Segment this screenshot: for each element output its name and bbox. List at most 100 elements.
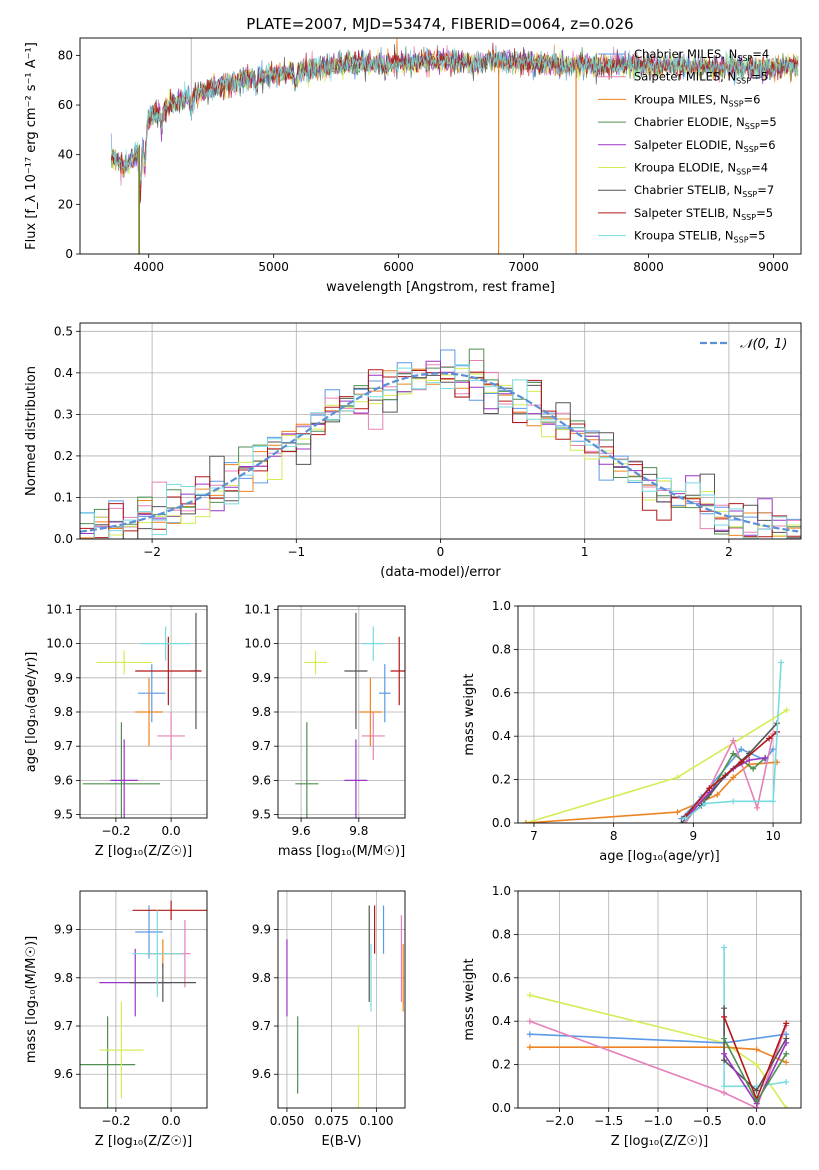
series-marker-kroupa_elodie	[783, 1105, 790, 1108]
y-tick-label: 1.0	[492, 599, 511, 613]
series-lines	[526, 944, 790, 1108]
series-marker-kroupa_miles	[674, 809, 681, 816]
y-tick-label: 9.6	[54, 1067, 73, 1081]
y-tick-label: 9.8	[54, 705, 73, 719]
age-vs-metallicity-panel: −0.2 0.0 9.5 9.6 9.7 9.8 9.9 10.0 10.1 Z [log₁₀(Z…	[24, 602, 208, 859]
legend-label-salpeter_stelib: Salpeter STELIB, NSSP=5	[634, 206, 773, 222]
series-marker-kroupa_elodie	[526, 992, 533, 999]
y-axis-label: mass weight	[462, 673, 477, 755]
legend-label-chabrier_miles: Chabrier MILES, NSSP=4	[634, 47, 769, 63]
massweight-vs-metallicity-panel: −2.0 −1.5 −1.0 −0.5 0.0 0.0 0.2 0.4 0.6 0.8 1.0 Z […	[462, 884, 802, 1149]
point-chabrier_miles	[379, 664, 391, 723]
y-tick-label: 0.0	[54, 532, 73, 546]
grid	[278, 606, 405, 818]
y-tick-label: 9.8	[252, 971, 271, 985]
x-tick-label: 0.050	[270, 1114, 304, 1128]
mass-vs-ebv-panel: 0.050 0.075 0.100 9.6 9.7 9.8 9.9 E(B-V)	[252, 890, 406, 1149]
x-tick-label: 0.0	[162, 824, 181, 838]
legend-label-kroupa_stelib: Kroupa STELIB, NSSP=5	[634, 229, 765, 245]
y-tick-label: 0.2	[54, 449, 73, 463]
ticks: −0.2 0.0 9.6 9.7 9.8 9.9	[54, 923, 181, 1128]
y-tick-label: 0.6	[492, 686, 511, 700]
y-tick-label: 0.8	[492, 642, 511, 656]
y-axis-label: age [log₁₀(age/yr)]	[24, 652, 39, 773]
x-axis-label: wavelength [Angstrom, rest frame]	[326, 280, 555, 295]
series-marker-salpeter_stelib	[706, 785, 713, 792]
x-tick-label: 6000	[383, 260, 414, 274]
x-axis-label: Z [log₁₀(Z/Z☉)]	[95, 1134, 192, 1149]
series-marker-kroupa_miles	[783, 1059, 790, 1066]
y-tick-label: 0.5	[54, 324, 73, 338]
massweight-vs-age-panel: 7 8 9 10 0.0 0.2 0.4 0.6 0.8 1.0 age [log₁₀(age/yr…	[462, 599, 802, 864]
series-marker-salpeter_elodie	[721, 1050, 728, 1057]
y-tick-label: 9.8	[252, 705, 271, 719]
series-marker-chabrier_stelib	[753, 1087, 760, 1094]
point-kroupa_elodie	[99, 1001, 144, 1099]
x-tick-label: 0.100	[359, 1114, 393, 1128]
error-bars	[286, 905, 404, 1108]
x-axis-label: age [log₁₀(age/yr)]	[599, 849, 720, 864]
axes-frame	[79, 890, 208, 1109]
axes-frame	[277, 890, 406, 1109]
series-marker-kroupa_stelib	[783, 1078, 790, 1085]
series-marker-salpeter_miles	[526, 1018, 533, 1025]
series-marker-salpeter_miles	[721, 1089, 728, 1096]
series-marker-kroupa_stelib	[730, 798, 737, 805]
x-tick-label: 0.0	[747, 1114, 766, 1128]
y-tick-label: 9.6	[54, 773, 73, 787]
series-marker-kroupa_stelib	[778, 659, 785, 666]
error-bars	[82, 612, 202, 818]
spectrum-panel: 4000 5000 6000 7000 8000 9000 0 20 40 60 80 wavelen…	[24, 37, 802, 295]
x-tick-label: −0.2	[101, 824, 130, 838]
y-tick-label: 0.0	[492, 1101, 511, 1115]
histogram-salpeter_stelib	[80, 369, 801, 539]
series-marker-salpeter_elodie	[746, 757, 753, 764]
point-chabrier_elodie	[295, 722, 319, 818]
series-marker-chabrier_miles	[526, 1031, 533, 1038]
figure-title: PLATE=2007, MJD=53474, FIBERID=0064, z=0…	[246, 15, 633, 33]
y-tick-label: 0.0	[492, 816, 511, 830]
x-tick-label: 9.8	[349, 824, 368, 838]
spectrum-lines	[110, 38, 799, 254]
y-tick-label: 9.5	[252, 808, 271, 822]
y-tick-label: 60	[58, 98, 73, 112]
histogram-salpeter_elodie	[80, 360, 801, 539]
point-kroupa_miles	[135, 677, 163, 747]
series-marker-salpeter_elodie	[783, 1039, 790, 1046]
series-marker-chabrier_elodie	[721, 1035, 728, 1042]
error-bars	[295, 612, 405, 818]
grid	[518, 890, 801, 1109]
y-tick-label: 0.4	[492, 729, 511, 743]
point-chabrier_miles	[137, 664, 166, 723]
series-marker-chabrier_elodie	[783, 1050, 790, 1057]
grid	[278, 891, 405, 1108]
x-axis-label: E(B-V)	[321, 1134, 361, 1149]
y-tick-label: 9.9	[252, 923, 271, 937]
axes-frame	[517, 890, 802, 1109]
series-marker-chabrier_elodie	[730, 750, 737, 757]
series-marker-salpeter_stelib	[721, 1013, 728, 1020]
legend-label-chabrier_elodie: Chabrier ELODIE, NSSP=5	[634, 115, 777, 131]
axes-frame	[517, 605, 802, 824]
x-tick-label: 10	[765, 829, 780, 843]
y-tick-label: 0	[65, 247, 73, 261]
grid	[80, 891, 207, 1108]
series-marker-salpeter_elodie	[762, 754, 769, 761]
series-marker-kroupa_elodie	[674, 774, 681, 781]
legend: Chabrier MILES, NSSP=4 Salpeter MILES, NS…	[598, 47, 777, 245]
series-marker-kroupa_stelib	[721, 1083, 728, 1090]
y-axis-label: Flux [f_λ 10⁻¹⁷ erg cm⁻² s⁻¹ A⁻¹]	[24, 42, 39, 250]
series-line-kroupa_stelib	[723, 947, 787, 1088]
series-line-chabrier_stelib	[723, 1008, 787, 1092]
legend-label-chabrier_stelib: Chabrier STELIB, NSSP=7	[634, 183, 774, 199]
y-tick-label: 9.6	[252, 773, 271, 787]
axes-frame	[79, 605, 208, 819]
y-tick-label: 9.7	[54, 1019, 73, 1033]
point-salpeter_miles	[361, 712, 385, 760]
series-marker-kroupa_miles	[753, 1046, 760, 1053]
y-tick-label: 0.4	[54, 366, 73, 380]
series-marker-kroupa_miles	[522, 820, 529, 823]
point-kroupa_miles	[358, 677, 382, 747]
x-tick-label: 2	[725, 545, 733, 559]
